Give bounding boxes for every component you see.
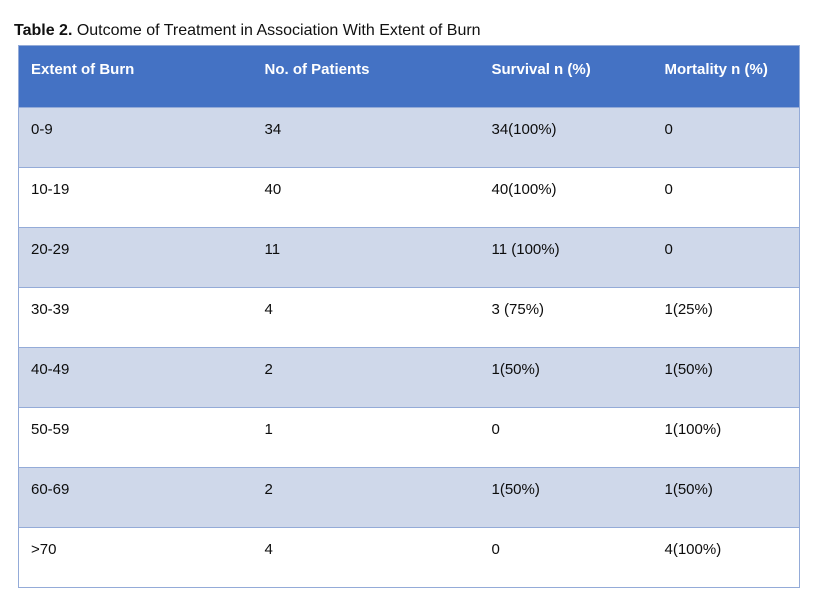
table-cell: 60-69	[18, 467, 253, 528]
table-cell: 0	[652, 167, 800, 228]
table-row: 30-39 4 3 (75%) 1(25%)	[18, 287, 800, 348]
table-cell: 34	[252, 107, 480, 168]
table-cell: 1(25%)	[652, 287, 800, 348]
table-cell: >70	[18, 527, 253, 588]
column-header-no-of-patients: No. of Patients	[252, 45, 480, 108]
table-cell: 1(50%)	[652, 467, 800, 528]
burn-outcome-table: Extent of Burn No. of Patients Survival …	[18, 45, 800, 588]
table-cell: 40-49	[18, 347, 253, 408]
table-row: 60-69 2 1(50%) 1(50%)	[18, 467, 800, 528]
table-cell: 34(100%)	[479, 107, 653, 168]
table-header-row: Extent of Burn No. of Patients Survival …	[18, 45, 800, 108]
table-row: 50-59 1 0 1(100%)	[18, 407, 800, 468]
column-header-survival: Survival n (%)	[479, 45, 653, 108]
table-row: 20-29 11 11 (100%) 0	[18, 227, 800, 288]
table-cell: 4	[252, 527, 480, 588]
table-cell: 1(50%)	[652, 347, 800, 408]
table-caption-text: Outcome of Treatment in Association With…	[72, 22, 481, 39]
table-cell: 1	[252, 407, 480, 468]
table-caption: Table 2. Outcome of Treatment in Associa…	[14, 22, 481, 40]
table-cell: 2	[252, 347, 480, 408]
column-header-mortality: Mortality n (%)	[652, 45, 800, 108]
table-cell: 10-19	[18, 167, 253, 228]
table-cell: 4(100%)	[652, 527, 800, 588]
table-cell: 1(100%)	[652, 407, 800, 468]
table-row: >70 4 0 4(100%)	[18, 527, 800, 588]
table-header: Extent of Burn No. of Patients Survival …	[18, 45, 800, 108]
table-cell: 40	[252, 167, 480, 228]
table-cell: 40(100%)	[479, 167, 653, 228]
table-cell: 1(50%)	[479, 347, 653, 408]
table-caption-label: Table 2.	[14, 22, 73, 39]
column-header-extent-of-burn: Extent of Burn	[18, 45, 253, 108]
table-row: 0-9 34 34(100%) 0	[18, 107, 800, 168]
table-cell: 2	[252, 467, 480, 528]
table-cell: 20-29	[18, 227, 253, 288]
table-cell: 3 (75%)	[479, 287, 653, 348]
table-cell: 11	[252, 227, 480, 288]
table-cell: 0	[479, 407, 653, 468]
table-cell: 0	[652, 227, 800, 288]
table-row: 40-49 2 1(50%) 1(50%)	[18, 347, 800, 408]
table-cell: 30-39	[18, 287, 253, 348]
table-row: 10-19 40 40(100%) 0	[18, 167, 800, 228]
table-cell: 50-59	[18, 407, 253, 468]
table-body: 0-9 34 34(100%) 0 10-19 40 40(100%) 0 20-29 11 11 …	[18, 107, 800, 588]
table-cell: 4	[252, 287, 480, 348]
table-cell: 0	[652, 107, 800, 168]
table-cell: 1(50%)	[479, 467, 653, 528]
table-cell: 11 (100%)	[479, 227, 653, 288]
table-cell: 0	[479, 527, 653, 588]
table-cell: 0-9	[18, 107, 253, 168]
